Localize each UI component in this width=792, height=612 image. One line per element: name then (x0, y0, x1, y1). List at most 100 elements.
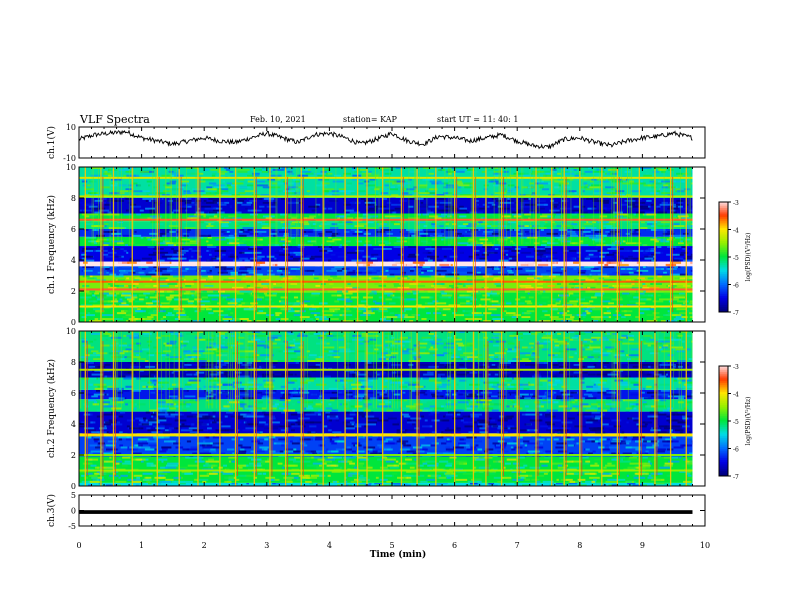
ch2-spectrogram-speckle (409, 466, 415, 469)
ch1-spectrogram-speckle (431, 284, 435, 287)
ch1-spectrogram-speckle (344, 300, 353, 303)
ch1-spectrogram-speckle (641, 201, 646, 204)
ch2-spectrogram-speckle (206, 436, 209, 439)
ch1-spectrogram-speckle (435, 221, 440, 224)
ch1-spectrogram-speckle (538, 227, 545, 229)
ch1-spectrogram-speckle (313, 172, 326, 175)
ch2-spectrogram-speckle (321, 480, 327, 483)
ch1-spectrogram-speckle (566, 302, 577, 305)
ch1-spectrogram-speckle (292, 304, 300, 307)
ch1-spectrogram-speckle (603, 296, 612, 299)
ch1-spectrogram-speckle (310, 312, 321, 315)
ch1-spectrogram-speckle (321, 174, 333, 177)
ch1-spectrogram-speckle (541, 240, 554, 243)
ch1-spectrogram-speckle (293, 296, 299, 299)
ch2-spectrogram-speckle (177, 482, 186, 485)
ch1-spectrogram-speckle (544, 246, 552, 248)
ch2-spectrogram-speckle (231, 460, 236, 463)
ch1-spectrogram-tone-line (79, 280, 693, 283)
ch1-spectrogram-speckle (223, 279, 233, 282)
ch1-spectrogram-speckle (492, 273, 505, 276)
ch1-spectrogram-speckle (107, 199, 119, 202)
ch1-spectrogram-speckle (574, 174, 581, 177)
ch1-spectrogram-speckle (489, 178, 495, 181)
ch1-spectrogram-speckle (196, 221, 205, 224)
ch1-spectrogram-speckle (494, 320, 501, 322)
ch1-spectrogram-speckle (620, 178, 627, 181)
ch1-spectrogram-speckle (594, 266, 601, 269)
ch1-spectrogram-speckle (508, 271, 514, 274)
ch1-spectrogram-speckle (682, 167, 693, 169)
ch1-spectrogram-speckle (118, 269, 126, 272)
ch1-spectrogram-speckle (657, 207, 661, 210)
ch1-spectrogram-speckle (529, 209, 541, 212)
ch2-spectrogram-speckle (571, 460, 582, 463)
ch1-spectrogram-speckle (679, 234, 686, 237)
ch1-spectrogram-speckle (431, 223, 436, 226)
ch2-spectrogram-speckle (107, 440, 117, 443)
ch1-spectrogram-speckle (346, 273, 356, 276)
ch1-spectrogram-speckle (227, 236, 236, 239)
ch1-spectrogram-speckle (213, 310, 224, 313)
ch1-spectrogram-speckle (501, 273, 508, 276)
ch1-spectrogram-speckle (630, 271, 643, 274)
ch2-spectrogram-speckle (231, 438, 236, 441)
ch1-spectrogram-speckle (439, 263, 450, 267)
ch2-spectrogram-speckle (511, 448, 516, 451)
ch1-spectrogram-speckle (513, 257, 518, 260)
ch1-spectrogram-speckle (496, 199, 505, 202)
ch1-spectrogram-speckle (279, 240, 288, 243)
ch1-spectrogram-speckle (554, 215, 561, 218)
ch1-spectrogram-speckle (648, 203, 651, 206)
ch1-spectrogram-speckle (543, 225, 555, 228)
ch1-spectrogram-speckle (530, 290, 541, 293)
ch1-spectrogram-speckle (624, 268, 628, 270)
ch1-spectrogram-speckle (129, 257, 133, 260)
ch1-spectrogram-speckle (592, 199, 601, 202)
ch1-spectrogram-speckle (404, 300, 411, 303)
ch1-spectrogram-speckle (274, 320, 280, 322)
ch2-spectrogram-speckle (228, 460, 231, 463)
ch2-spectrogram-speckle (494, 444, 507, 447)
ch1-spectrogram-speckle (123, 242, 136, 245)
ch1-spectrogram-speckle (281, 167, 288, 169)
ch2-spectrogram-speckle (416, 448, 425, 451)
ch2-spectrogram-speckle (686, 476, 693, 479)
ch1-spectrogram-speckle (648, 168, 655, 171)
ch1-spectrogram-speckle (493, 184, 500, 187)
ch1-spectrogram-speckle (571, 320, 584, 322)
ch1-spectrogram-speckle (572, 283, 584, 285)
ch1-spectrogram-speckle (300, 205, 305, 208)
ch1-spectrogram-speckle (488, 167, 491, 169)
ch1-spectrogram-speckle (393, 283, 399, 285)
ch1-spectrogram-speckle (629, 182, 642, 185)
ch1-spectrogram-speckle (512, 253, 519, 256)
ch1-spectrogram-speckle (132, 283, 139, 285)
ch1-spectrogram-speckle (557, 308, 564, 311)
ch1-spectrogram-speckle (279, 275, 287, 278)
ch1-spectrogram-speckle (435, 194, 445, 197)
ch1-spectrogram-speckle (174, 229, 180, 231)
ch1-spectrogram-speckle (586, 275, 593, 278)
ch1-spectrogram-speckle (332, 180, 344, 183)
ch1-spectrogram-speckle (370, 292, 375, 295)
ch1-spectrogram-speckle (376, 304, 380, 307)
ch1-spectrogram-speckle (441, 247, 452, 250)
ch2-spectrogram-speckle (284, 448, 294, 451)
ch2-spectrogram-speckle (557, 464, 563, 467)
ch1-spectrogram-speckle (254, 304, 266, 307)
ch1-spectrogram-speckle (444, 236, 456, 239)
ch2-spectrogram-speckle (410, 484, 415, 486)
ch1-spectrogram-speckle (655, 268, 663, 270)
ch1-spectrogram-speckle (316, 184, 327, 187)
ch1-spectrogram-speckle (493, 268, 500, 270)
ch1-spectrogram-speckle (132, 190, 143, 193)
ch1-spectrogram-speckle (686, 316, 689, 319)
ch1-spectrogram-speckle (397, 253, 403, 256)
ch1-spectrogram-sferic (472, 167, 475, 322)
ch1-spectrogram-faint-sferic (570, 167, 572, 245)
ch1-spectrogram-speckle (594, 294, 604, 297)
ch2-spectrogram-speckle (475, 466, 481, 469)
ch1-spectrogram-speckle (217, 170, 228, 173)
ch1-spectrogram-speckle (458, 296, 470, 299)
